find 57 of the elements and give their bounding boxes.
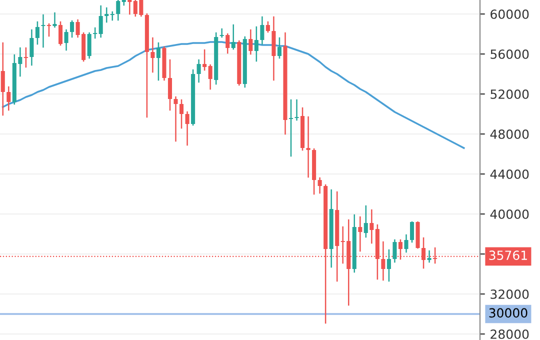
- candlestick: [427, 250, 432, 263]
- candlestick: [93, 27, 98, 39]
- candlestick: [410, 221, 414, 243]
- y-tick-label: 56000: [490, 49, 529, 59]
- candlestick: [179, 99, 184, 129]
- candlestick: [150, 37, 155, 73]
- ref-line-label: 30000: [489, 308, 528, 318]
- ref-line-label: 35761: [489, 250, 527, 260]
- candlestick: [196, 59, 201, 83]
- candlestick: [294, 99, 299, 121]
- candlestick: [288, 99, 294, 157]
- candlestick: [128, 0, 132, 15]
- y-tick-label: 60000: [490, 9, 529, 19]
- candlestick: [404, 234, 408, 253]
- y-tick-label: 32000: [490, 289, 529, 299]
- candlestick: [24, 47, 28, 68]
- y-tick-label: 52000: [490, 89, 529, 99]
- candlestick: [358, 216, 362, 252]
- candlestick: [6, 86, 11, 111]
- candlestick: [260, 16, 264, 45]
- candlestick: [87, 32, 92, 59]
- candlestick: [226, 33, 230, 54]
- y-tick-label: 44000: [490, 169, 529, 179]
- y-tick-label: 48000: [490, 129, 529, 139]
- candlestick: [70, 20, 74, 38]
- candlestick: [0, 42, 5, 116]
- candlestick: [370, 209, 374, 244]
- candlestick: [168, 59, 172, 111]
- candlestick: [208, 64, 212, 90]
- candlestick: [392, 239, 397, 263]
- candlestick: [52, 12, 57, 28]
- y-tick-label: 28000: [490, 329, 529, 339]
- candlestick: [174, 96, 178, 142]
- candlestick: [248, 29, 253, 55]
- candlestick: [364, 205, 368, 238]
- candlestick: [116, 0, 120, 21]
- candlestick: [277, 37, 282, 59]
- candlestick: [58, 21, 63, 46]
- candlestick: [30, 29, 34, 66]
- candlestick: [98, 5, 103, 38]
- candlestick: [306, 116, 310, 178]
- candlestick: [318, 177, 322, 194]
- candlestick: [110, 11, 114, 21]
- candlestick: [104, 7, 109, 23]
- candlestick: [266, 21, 270, 33]
- y-tick-label: 40000: [490, 209, 529, 219]
- candlestick: [41, 14, 46, 48]
- candlestick: [386, 249, 391, 282]
- candlestick: [46, 23, 51, 37]
- candlestick: [64, 29, 68, 51]
- candlestick: [35, 21, 40, 45]
- candlestick: [231, 24, 236, 50]
- candlestick: [220, 28, 224, 38]
- candlestick: [254, 26, 258, 62]
- candlestick: [156, 42, 160, 81]
- candlestick: [185, 111, 190, 146]
- candlestick: [202, 49, 207, 71]
